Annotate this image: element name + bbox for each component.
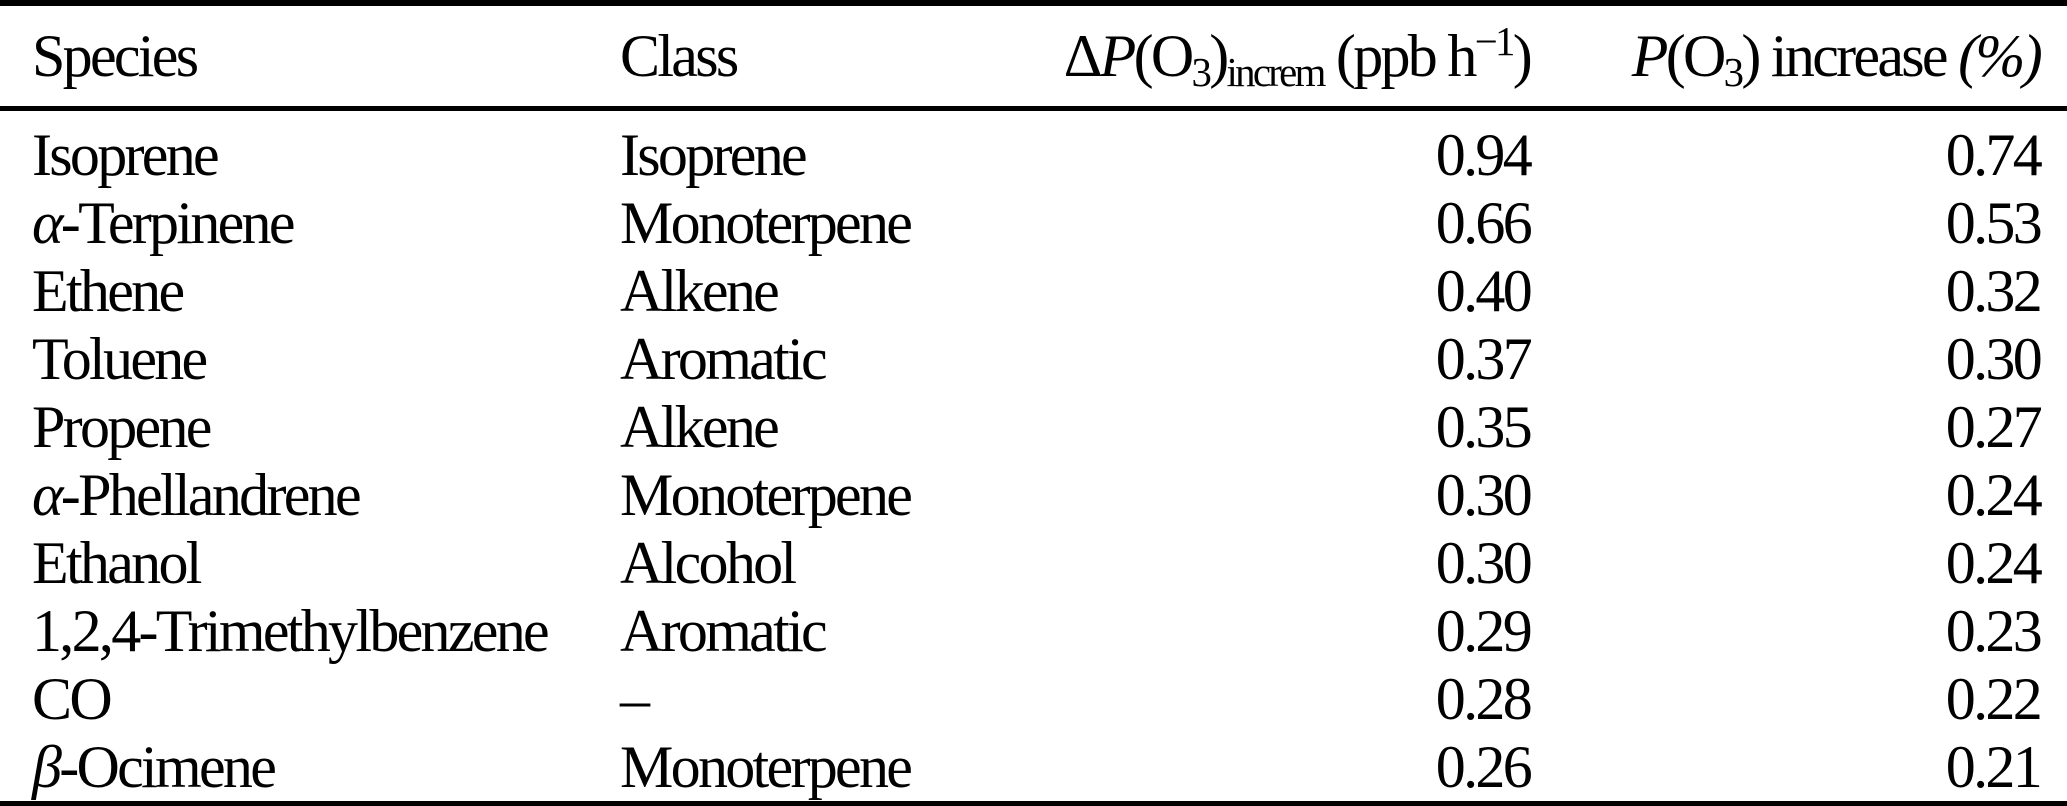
cell-class: Aromatic (620, 597, 828, 664)
header-math-part: P (1099, 22, 1137, 89)
cell-class: Alcohol (620, 529, 797, 596)
column-header-species: Species (32, 22, 199, 89)
cell-species: Ethene (32, 257, 185, 324)
cell-species: β-Ocimene (32, 733, 277, 800)
table-row: α-Terpinene Monoterpene 0.66 0.53 (0, 189, 2067, 257)
cell-species: Toluene (32, 325, 208, 392)
cell-class: Aromatic (620, 325, 828, 392)
header-math-part: increm (1226, 49, 1327, 95)
greek-letter: α (32, 189, 63, 256)
column-header-po3-increase: P(O3) increase (%) (1530, 3, 2067, 109)
cell-po3-increase: 0.21 (1945, 733, 2043, 800)
table-row: Propene Alkene 0.35 0.27 (0, 393, 2067, 461)
table-row: 1,2,4-Trimethylbenzene Aromatic 0.29 0.23 (0, 597, 2067, 665)
header-math-part: (ppb h (1323, 22, 1477, 89)
header-math-part: ) (1209, 22, 1229, 89)
cell-dpo3-increm: 0.28 (1435, 665, 1533, 732)
cell-species: CO (32, 665, 113, 732)
cell-class: Alkene (620, 257, 780, 324)
greek-letter: β (32, 733, 62, 800)
cell-class: – (620, 665, 650, 732)
cell-po3-increase: 0.22 (1945, 665, 2043, 732)
header-math-part: P (1631, 22, 1669, 89)
cell-species: 1,2,4-Trimethylbenzene (32, 597, 550, 664)
table-row: CO – 0.28 0.22 (0, 665, 2067, 733)
header-math-part: ) (1741, 22, 1761, 89)
table-header: Species Class ΔP(O3)increm (ppb h−1) P(O… (0, 3, 2067, 109)
header-math-part: (O (1133, 22, 1195, 89)
cell-po3-increase: 0.30 (1945, 325, 2043, 392)
cell-class: Monoterpene (620, 189, 913, 256)
table-row: α-Phellandrene Monoterpene 0.30 0.24 (0, 461, 2067, 529)
header-math-part: (O (1665, 22, 1727, 89)
cell-dpo3-increm: 0.94 (1435, 121, 1533, 188)
cell-species: α-Phellandrene (32, 461, 362, 528)
header-math-part: increase (1758, 22, 1959, 89)
cell-dpo3-increm: 0.66 (1435, 189, 1533, 256)
cell-po3-increase: 0.74 (1945, 121, 2043, 188)
cell-po3-increase: 0.32 (1945, 257, 2043, 324)
cell-dpo3-increm: 0.30 (1435, 529, 1533, 596)
header-math-part: 3 (1191, 49, 1212, 95)
header-math-part: −1 (1474, 18, 1516, 64)
cell-dpo3-increm: 0.29 (1435, 597, 1533, 664)
cell-po3-increase: 0.53 (1945, 189, 2043, 256)
cell-dpo3-increm: 0.30 (1435, 461, 1533, 528)
table-row: β-Ocimene Monoterpene 0.26 0.21 (0, 733, 2067, 804)
cell-dpo3-increm: 0.37 (1435, 325, 1533, 392)
header-math-part: (%) (1958, 22, 2043, 89)
cell-po3-increase: 0.24 (1945, 461, 2043, 528)
cell-po3-increase: 0.27 (1945, 393, 2043, 460)
column-header-dpo3-increm: ΔP(O3)increm (ppb h−1) (950, 3, 1533, 109)
header-math-part: ) (1512, 22, 1533, 89)
table-row: Ethene Alkene 0.40 0.32 (0, 257, 2067, 325)
cell-class: Monoterpene (620, 733, 913, 800)
table-body: Isoprene Isoprene 0.94 0.74 α-Terpinene Monot… (0, 109, 2067, 804)
cell-po3-increase: 0.23 (1945, 597, 2043, 664)
cell-species: Propene (32, 393, 212, 460)
table-row: Toluene Aromatic 0.37 0.30 (0, 325, 2067, 393)
header-math-part: Δ (1063, 22, 1103, 89)
cell-dpo3-increm: 0.40 (1435, 257, 1533, 324)
header-row: Species Class ΔP(O3)increm (ppb h−1) P(O… (0, 3, 2067, 109)
header-math-part: 3 (1723, 49, 1744, 95)
table-row: Ethanol Alcohol 0.30 0.24 (0, 529, 2067, 597)
cell-po3-increase: 0.24 (1945, 529, 2043, 596)
table-row: Isoprene Isoprene 0.94 0.74 (0, 109, 2067, 190)
greek-letter: α (32, 461, 63, 528)
cell-class: Monoterpene (620, 461, 913, 528)
cell-species: α-Terpinene (32, 189, 295, 256)
cell-class: Alkene (620, 393, 780, 460)
cell-species: Ethanol (32, 529, 202, 596)
cell-species: Isoprene (32, 121, 220, 188)
cell-dpo3-increm: 0.26 (1435, 733, 1533, 800)
cell-class: Isoprene (620, 121, 808, 188)
column-header-class: Class (620, 22, 739, 89)
cell-dpo3-increm: 0.35 (1435, 393, 1533, 460)
